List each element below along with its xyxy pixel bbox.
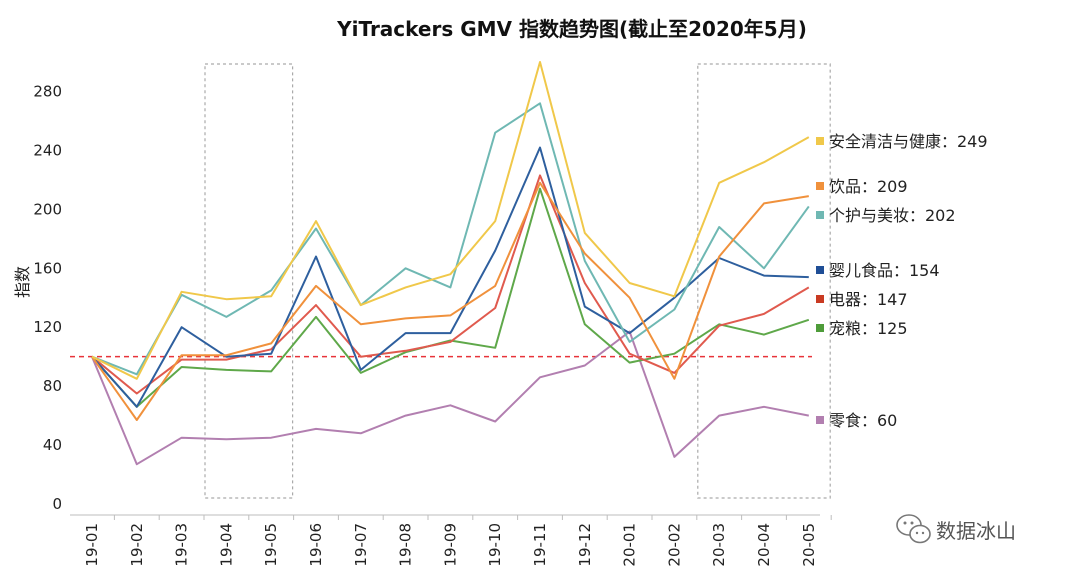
x-tick-label: 20-03: [710, 523, 728, 567]
legend-marker: [816, 266, 824, 274]
series-line-零食: [91, 330, 809, 466]
legend-marker: [816, 211, 824, 219]
y-tick-label: 120: [33, 318, 62, 336]
legend-marker: [816, 324, 824, 332]
y-tick-label: 80: [43, 377, 62, 395]
highlight-boxes: [204, 63, 831, 499]
x-tick-label: 19-09: [441, 523, 459, 567]
legend-label: 饮品：209: [829, 177, 908, 196]
y-tick-label: 280: [33, 82, 62, 100]
highlight-box: [697, 63, 831, 499]
legend-label: 安全清洁与健康：249: [829, 132, 988, 151]
legend-marker: [816, 137, 824, 145]
y-tick-label: 0: [52, 495, 62, 513]
series-line-电器: [91, 174, 810, 395]
x-tick-label: 20-04: [755, 523, 773, 567]
series-line-宠粮: [91, 187, 810, 408]
x-tick-label: 19-01: [83, 523, 101, 567]
highlight-box: [204, 63, 294, 499]
legend-label: 宠粮：125: [829, 319, 908, 338]
legend: 安全清洁与健康：249 饮品：209 个护与美妆：202 婴儿食品：154 电器：147…: [816, 132, 988, 430]
legend-marker: [816, 416, 824, 424]
x-tick-label: 19-10: [486, 523, 504, 567]
series-line-婴儿食品: [91, 146, 809, 408]
chart-title: YiTrackers GMV 指数趋势图(截止至2020年5月): [336, 17, 807, 41]
y-tick-label: 240: [33, 141, 62, 159]
axes: 0 40 80 120 160 200 240 280 19-01 19-02 19-03 19-04…: [33, 82, 832, 567]
y-tick-label: 40: [43, 436, 62, 454]
series-line-饮品: [91, 181, 809, 421]
x-tick-label: 19-03: [173, 523, 191, 567]
series-lines: [91, 61, 810, 466]
x-tick-label: 19-12: [576, 523, 594, 567]
y-tick-label: 200: [33, 200, 62, 218]
series-line-安全清洁与健康: [91, 61, 810, 380]
y-axis-label: 指数: [13, 266, 32, 298]
x-tick-label: 20-05: [800, 523, 818, 567]
x-tick-label: 19-07: [352, 523, 370, 567]
wechat-icon: [896, 514, 931, 544]
legend-label: 婴儿食品：154: [829, 261, 940, 280]
legend-label: 零食：60: [829, 411, 897, 430]
series-line-个护与美妆: [91, 102, 810, 376]
x-tick-label: 19-05: [262, 523, 280, 567]
x-tick-label: 19-08: [397, 523, 415, 567]
x-tick-label: 19-11: [531, 523, 549, 567]
watermark-text: 数据冰山: [936, 519, 1016, 543]
x-tick-label: 20-01: [621, 523, 639, 567]
x-tick-label: 20-02: [665, 523, 683, 567]
legend-marker: [816, 182, 824, 190]
legend-label: 个护与美妆：202: [829, 206, 956, 225]
x-tick-label: 19-02: [128, 523, 146, 567]
x-tick-label: 19-06: [307, 523, 325, 567]
legend-label: 电器：147: [829, 290, 908, 309]
x-tick-label: 19-04: [217, 523, 235, 567]
watermark: 数据冰山: [896, 514, 1016, 544]
y-tick-label: 160: [33, 259, 62, 277]
legend-marker: [816, 295, 824, 303]
